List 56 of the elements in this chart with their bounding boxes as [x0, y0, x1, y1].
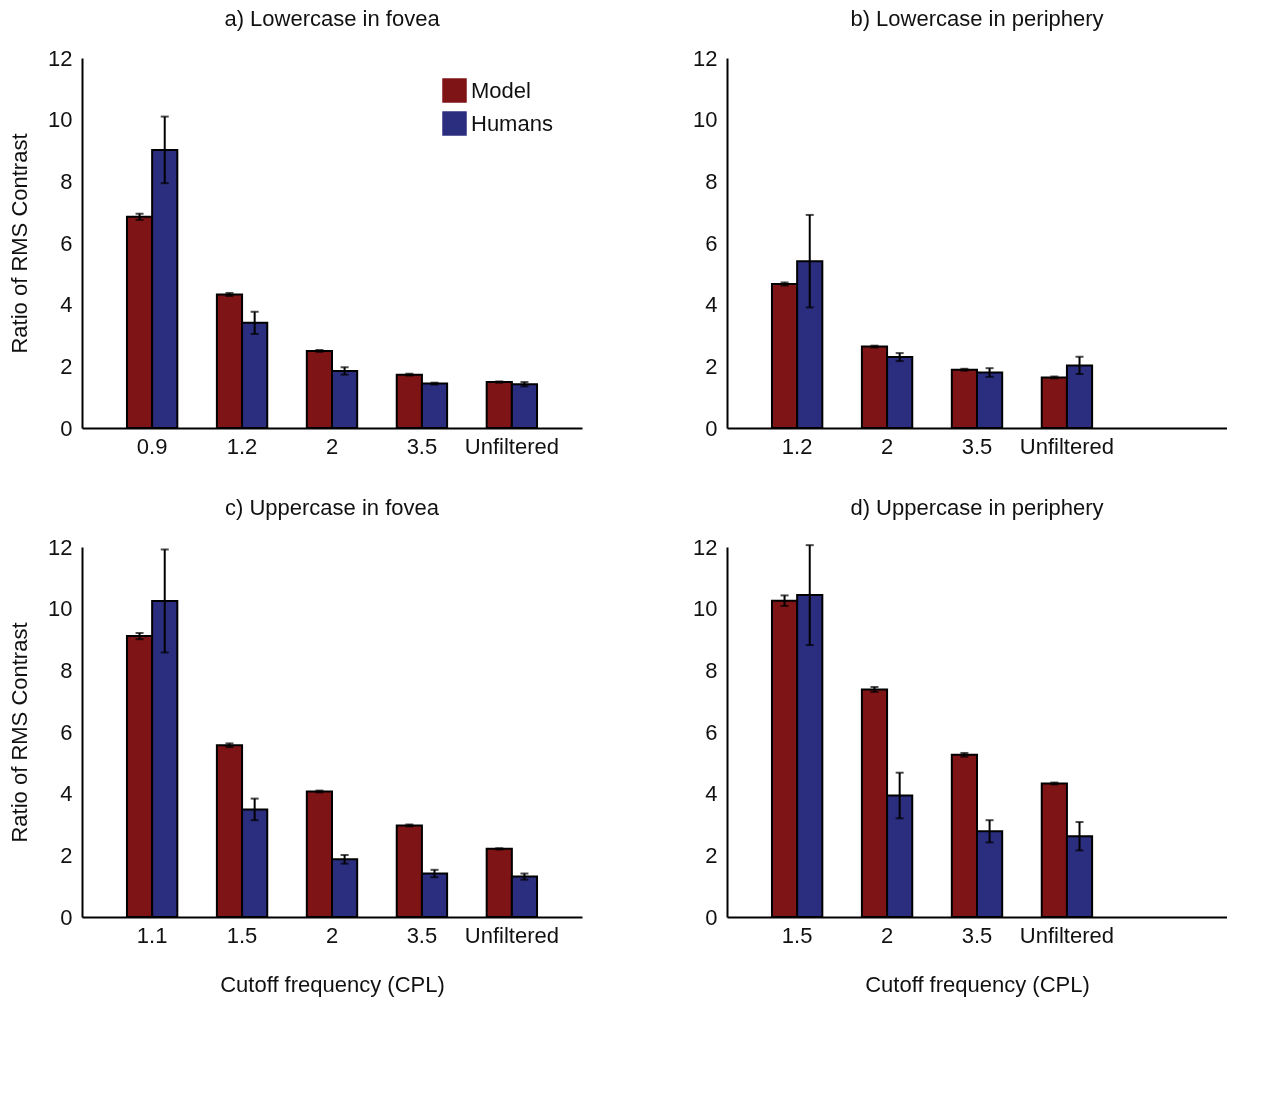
legend-label: Model	[471, 77, 531, 103]
x-tick-label: 1.5	[781, 922, 813, 948]
x-tick-label: 2	[880, 433, 894, 459]
x-tick-label: Unfiltered	[464, 433, 559, 459]
y-axis-title: Ratio of RMS Contrast	[7, 133, 33, 354]
x-tick-label: 0.9	[136, 433, 168, 459]
x-tick-label: Unfiltered	[1019, 922, 1115, 948]
x-tick-label: 2	[880, 922, 894, 948]
y-tick-label: 6	[705, 230, 718, 256]
y-tick-label: 4	[60, 781, 73, 807]
x-tick-label: 3.5	[406, 433, 438, 459]
y-tick-label: 4	[705, 781, 718, 807]
x-axis-title: Cutoff frequency (CPL)	[220, 971, 445, 997]
x-tick-label: 3.5	[961, 922, 993, 948]
y-tick-label: 8	[60, 168, 73, 194]
y-tick-label: 8	[60, 657, 73, 683]
y-tick-label: 6	[705, 719, 718, 745]
y-tick-label: 2	[60, 842, 73, 868]
y-tick-label: 12	[693, 534, 718, 560]
x-tick-label: 3.5	[406, 922, 438, 948]
y-tick-label: 0	[705, 415, 718, 441]
x-tick-label: Unfiltered	[464, 922, 559, 948]
x-tick-label: 2	[325, 433, 339, 459]
y-tick-label: 12	[48, 45, 73, 71]
x-tick-label: 1.2	[781, 433, 813, 459]
y-tick-label: 0	[60, 415, 73, 441]
y-tick-label: 12	[693, 45, 718, 71]
x-tick-label: 1.5	[226, 922, 258, 948]
x-axis-title: Cutoff frequency (CPL)	[865, 971, 1090, 997]
y-tick-label: 12	[48, 534, 73, 560]
y-axis-title: Ratio of RMS Contrast	[7, 622, 33, 843]
x-tick-label: 1.2	[226, 433, 258, 459]
y-tick-label: 6	[60, 230, 73, 256]
y-tick-label: 2	[705, 353, 718, 379]
legend-label: Humans	[471, 110, 553, 136]
y-tick-label: 2	[60, 353, 73, 379]
y-tick-label: 6	[60, 719, 73, 745]
y-tick-label: 4	[705, 292, 718, 318]
chart-title: c) Uppercase in fovea	[225, 495, 440, 520]
x-tick-label: Unfiltered	[1019, 433, 1115, 459]
y-tick-label: 0	[705, 904, 718, 930]
y-tick-label: 4	[60, 292, 73, 318]
y-tick-label: 10	[693, 596, 718, 622]
y-tick-label: 10	[693, 107, 718, 133]
x-tick-label: 1.1	[136, 922, 168, 948]
y-tick-label: 8	[705, 657, 718, 683]
y-tick-label: 10	[48, 107, 73, 133]
chart-title: b) Lowercase in periphery	[850, 6, 1104, 31]
y-tick-label: 0	[60, 904, 73, 930]
chart-title: d) Uppercase in periphery	[850, 495, 1104, 520]
chart-title: a) Lowercase in fovea	[224, 6, 441, 31]
y-tick-label: 2	[705, 842, 718, 868]
y-tick-label: 10	[48, 596, 73, 622]
y-tick-label: 8	[705, 168, 718, 194]
x-tick-label: 2	[325, 922, 339, 948]
x-tick-label: 3.5	[961, 433, 993, 459]
